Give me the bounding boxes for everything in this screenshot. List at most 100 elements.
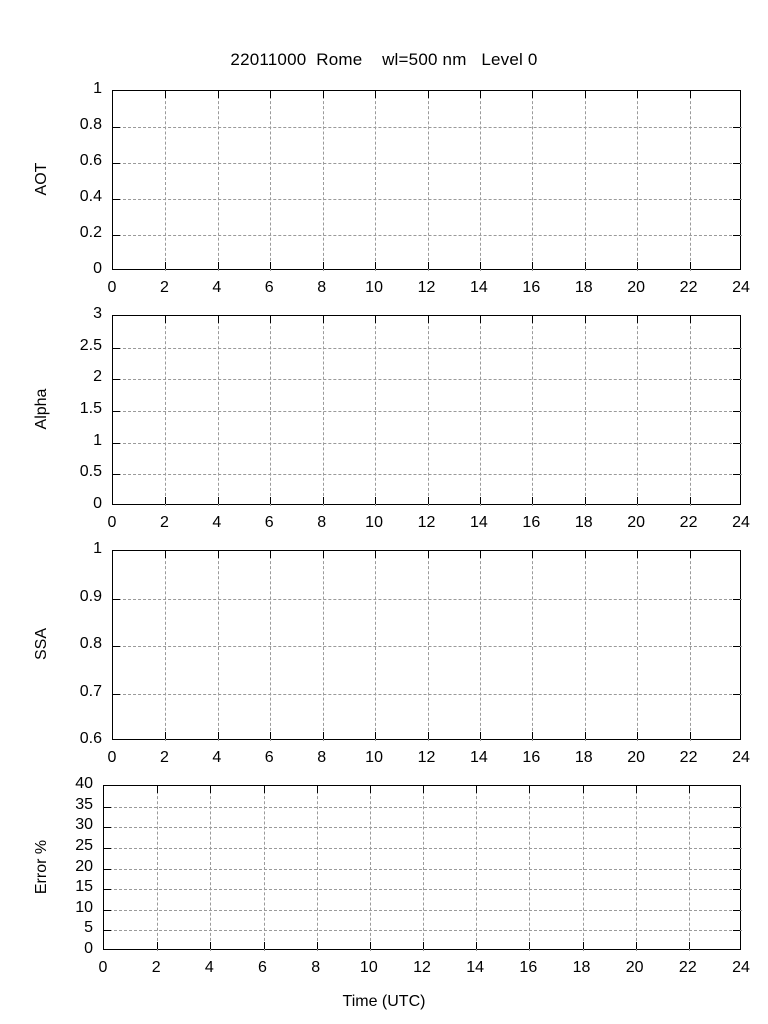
x-axis-tick-label: 4 [212, 279, 222, 296]
gridline-vertical [375, 316, 377, 506]
x-axis-tick-label: 18 [574, 749, 593, 766]
y-axis-tick [733, 909, 740, 911]
y-axis-tick [733, 347, 740, 349]
x-axis-tick [689, 316, 691, 323]
y-axis-tick-label: 10 [75, 898, 93, 916]
gridline-vertical [584, 316, 586, 506]
x-axis-tick-label: 22 [679, 514, 698, 531]
x-axis-tick [584, 91, 586, 98]
y-axis-tick [733, 474, 740, 476]
x-axis-tick [637, 91, 639, 98]
plot-area [112, 315, 742, 506]
x-axis-tick-label: 2 [159, 514, 169, 531]
x-axis-tick [165, 551, 167, 558]
x-axis-tick-label: 0 [98, 959, 108, 976]
y-axis-tick-label: 2.5 [79, 336, 102, 354]
y-axis-tick-label: 0.4 [79, 188, 102, 205]
gridline-vertical [532, 316, 534, 506]
gridline-vertical [210, 786, 212, 951]
y-axis-tick [733, 847, 740, 849]
x-axis-tick-label: 10 [365, 749, 383, 766]
x-axis-tick [423, 786, 424, 793]
x-axis-tick-label: 8 [317, 749, 327, 766]
y-axis-tick [733, 199, 740, 200]
x-axis-tick [532, 316, 534, 323]
x-axis-tick [427, 91, 429, 98]
x-axis-tick-label: 10 [359, 959, 378, 976]
x-axis-tick [476, 942, 478, 949]
x-axis-tick-label: 20 [627, 514, 646, 531]
y-axis-tick-label: 0.5 [79, 463, 102, 481]
y-axis-tick [733, 235, 740, 236]
x-axis-tick [375, 732, 377, 739]
x-axis-tick [217, 262, 219, 269]
y-axis-tick [104, 847, 111, 849]
y-axis-tick [733, 379, 740, 381]
x-axis-tick-label: 18 [574, 514, 593, 531]
x-axis-tick [423, 942, 424, 949]
y-axis-tick [733, 442, 740, 444]
y-axis-tick-label: 0.6 [79, 730, 102, 747]
x-axis-tick [270, 316, 272, 323]
gridline-vertical [375, 551, 377, 741]
gridline-vertical [529, 786, 531, 951]
x-axis-tick [217, 316, 219, 323]
y-axis-tick-label: 2 [93, 368, 102, 386]
x-axis-tick [322, 551, 324, 558]
x-axis-tick [584, 316, 586, 323]
x-axis-tick [375, 316, 377, 323]
gridline-vertical [217, 316, 219, 506]
gridline-vertical [165, 316, 167, 506]
x-axis-tick [263, 786, 265, 793]
x-axis-tick [532, 91, 534, 98]
x-axis-tick-label: 14 [470, 514, 488, 531]
x-axis-tick [165, 262, 167, 269]
x-axis-tick-label: 12 [413, 959, 431, 976]
x-axis-tick [157, 786, 159, 793]
gridline-vertical [584, 551, 586, 741]
x-axis-tick [689, 732, 691, 739]
x-axis-tick-label: 20 [627, 279, 646, 296]
x-axis-tick [635, 942, 637, 949]
x-axis-tick-label: 4 [212, 749, 222, 766]
x-axis-tick [637, 732, 639, 739]
y-axis-tick-label: 0.9 [79, 587, 102, 605]
x-axis-tick-label: 0 [107, 514, 117, 531]
y-axis-tick-label: 15 [75, 878, 93, 896]
gridline-vertical [479, 91, 481, 271]
y-axis-tick [733, 693, 740, 695]
x-axis-tick [584, 551, 586, 558]
y-axis-tick [113, 411, 120, 412]
x-axis-tick-label: 22 [679, 749, 698, 766]
gridline-vertical [637, 316, 639, 506]
x-axis-tick [532, 497, 534, 504]
gridline-vertical [270, 551, 272, 741]
x-axis-tick [689, 551, 691, 558]
gridline-vertical [316, 786, 318, 951]
x-axis-tick [427, 732, 429, 739]
gridline-vertical [322, 91, 324, 271]
x-axis-tick [263, 942, 265, 949]
gridline-vertical [689, 91, 691, 271]
gridline-vertical [270, 316, 272, 506]
y-axis-tick [104, 806, 111, 808]
x-axis-tick-label: 8 [317, 514, 327, 531]
y-axis-tick [113, 163, 120, 164]
y-axis-tick [113, 199, 120, 200]
x-axis-tick [270, 262, 272, 269]
y-axis-tick-label: 5 [84, 919, 93, 937]
x-axis-tick-label: 18 [572, 959, 591, 976]
gridline-vertical [217, 91, 219, 271]
x-axis-tick-label: 16 [519, 959, 538, 976]
x-axis-tick [479, 497, 481, 504]
y-axis-tick-label: 1 [93, 431, 102, 449]
gridline-vertical [157, 786, 159, 951]
x-axis-tick [427, 497, 429, 504]
gridline-vertical [637, 91, 639, 271]
x-axis-tick-label: 6 [264, 514, 274, 531]
x-axis-tick-label: 2 [159, 749, 169, 766]
x-axis-tick [688, 786, 690, 793]
